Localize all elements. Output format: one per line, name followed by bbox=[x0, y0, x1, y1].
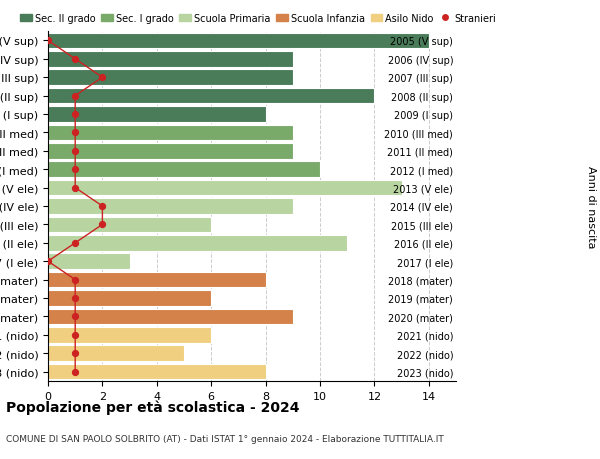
Bar bbox=[48, 327, 211, 343]
Bar bbox=[48, 52, 293, 67]
Bar bbox=[48, 291, 211, 306]
Point bbox=[70, 111, 80, 118]
Point bbox=[98, 74, 107, 82]
Point bbox=[43, 258, 53, 265]
Bar bbox=[48, 89, 374, 104]
Bar bbox=[48, 272, 266, 288]
Bar bbox=[48, 217, 211, 233]
Point bbox=[98, 203, 107, 210]
Point bbox=[70, 313, 80, 320]
Bar bbox=[48, 107, 266, 123]
Point bbox=[43, 38, 53, 45]
Text: Popolazione per età scolastica - 2024: Popolazione per età scolastica - 2024 bbox=[6, 399, 299, 414]
Point bbox=[70, 148, 80, 155]
Bar bbox=[48, 144, 293, 159]
Point bbox=[70, 331, 80, 339]
Point bbox=[70, 368, 80, 375]
Text: Anni di nascita: Anni di nascita bbox=[586, 165, 596, 248]
Point bbox=[70, 350, 80, 357]
Bar bbox=[48, 34, 429, 49]
Point bbox=[70, 166, 80, 174]
Text: COMUNE DI SAN PAOLO SOLBRITO (AT) - Dati ISTAT 1° gennaio 2024 - Elaborazione TU: COMUNE DI SAN PAOLO SOLBRITO (AT) - Dati… bbox=[6, 434, 444, 443]
Point bbox=[70, 185, 80, 192]
Point bbox=[70, 295, 80, 302]
Point bbox=[70, 129, 80, 137]
Bar bbox=[48, 162, 320, 178]
Bar bbox=[48, 254, 130, 269]
Legend: Sec. II grado, Sec. I grado, Scuola Primaria, Scuola Infanzia, Asilo Nido, Stran: Sec. II grado, Sec. I grado, Scuola Prim… bbox=[20, 14, 496, 24]
Bar bbox=[48, 180, 401, 196]
Bar bbox=[48, 235, 347, 251]
Point bbox=[70, 56, 80, 63]
Point bbox=[70, 276, 80, 284]
Point bbox=[70, 240, 80, 247]
Bar bbox=[48, 199, 293, 214]
Point bbox=[70, 93, 80, 100]
Bar bbox=[48, 70, 293, 86]
Point bbox=[98, 221, 107, 229]
Bar bbox=[48, 125, 293, 141]
Bar bbox=[48, 346, 184, 361]
Bar bbox=[48, 364, 266, 380]
Bar bbox=[48, 309, 293, 325]
